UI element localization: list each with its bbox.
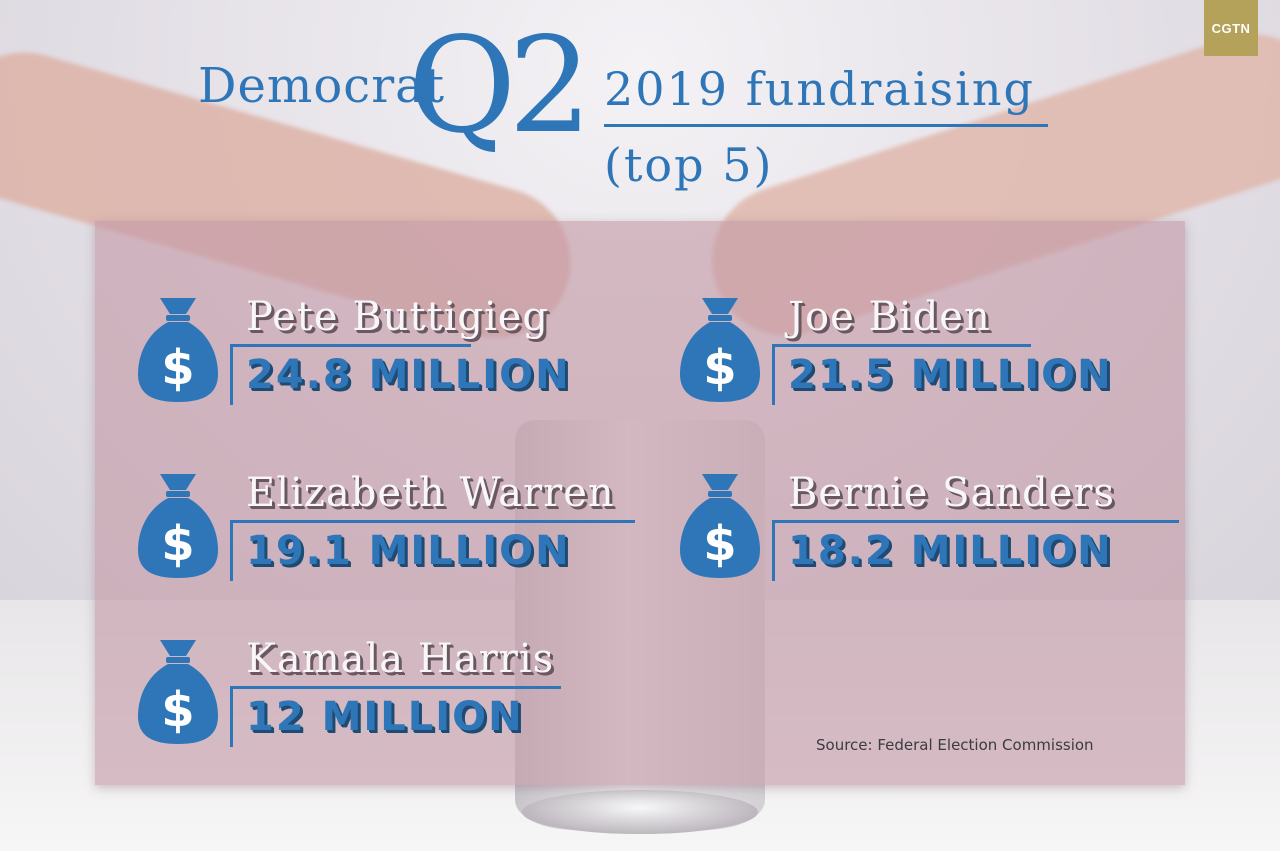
candidate-entry: $ Bernie Sanders 18.2 MILLION	[680, 470, 1180, 590]
candidate-amount: 12 MILLION	[246, 694, 524, 740]
svg-text:$: $	[161, 516, 194, 572]
svg-text:$: $	[703, 340, 736, 396]
money-bag-icon: $	[680, 474, 760, 578]
fundraising-panel	[95, 221, 1185, 785]
svg-text:$: $	[703, 516, 736, 572]
candidate-amount: 24.8 MILLION	[246, 352, 571, 398]
candidate-name: Elizabeth Warren	[246, 470, 615, 516]
candidate-amount: 18.2 MILLION	[788, 528, 1113, 574]
amount-bracket	[772, 344, 1031, 405]
source-note: Source: Federal Election Commission	[816, 736, 1094, 754]
candidate-name: Bernie Sanders	[788, 470, 1116, 516]
svg-text:$: $	[161, 682, 194, 738]
svg-text:$: $	[161, 340, 194, 396]
amount-bracket	[772, 520, 1179, 581]
headline-underline	[604, 124, 1048, 127]
headline: Democrat Q2 2019 fundraising (top 5)	[0, 0, 1280, 210]
headline-year: 2019 fundraising	[604, 62, 1035, 116]
money-bag-icon: $	[138, 474, 218, 578]
headline-quarter: Q2	[408, 9, 592, 163]
amount-bracket	[230, 344, 471, 405]
amount-bracket	[230, 520, 635, 581]
candidate-entry: $ Pete Buttigieg 24.8 MILLION	[138, 294, 618, 414]
money-bag-icon: $	[138, 298, 218, 402]
candidate-amount: 19.1 MILLION	[246, 528, 571, 574]
candidate-entry: $ Elizabeth Warren 19.1 MILLION	[138, 470, 638, 590]
headline-subtitle: (top 5)	[604, 138, 774, 192]
candidate-entry: $ Joe Biden 21.5 MILLION	[680, 294, 1160, 414]
amount-bracket	[230, 686, 561, 747]
candidate-entry: $ Kamala Harris 12 MILLION	[138, 636, 618, 756]
candidate-name: Pete Buttigieg	[246, 294, 550, 340]
headline-party: Democrat	[198, 58, 446, 114]
background-jar-rim	[522, 790, 758, 834]
candidate-name: Joe Biden	[788, 294, 991, 340]
money-bag-icon: $	[680, 298, 760, 402]
candidate-amount: 21.5 MILLION	[788, 352, 1113, 398]
money-bag-icon: $	[138, 640, 218, 744]
candidate-name: Kamala Harris	[246, 636, 555, 682]
cgtn-logo-text: CGTN	[1211, 20, 1251, 36]
cgtn-logo: CGTN	[1204, 0, 1258, 56]
